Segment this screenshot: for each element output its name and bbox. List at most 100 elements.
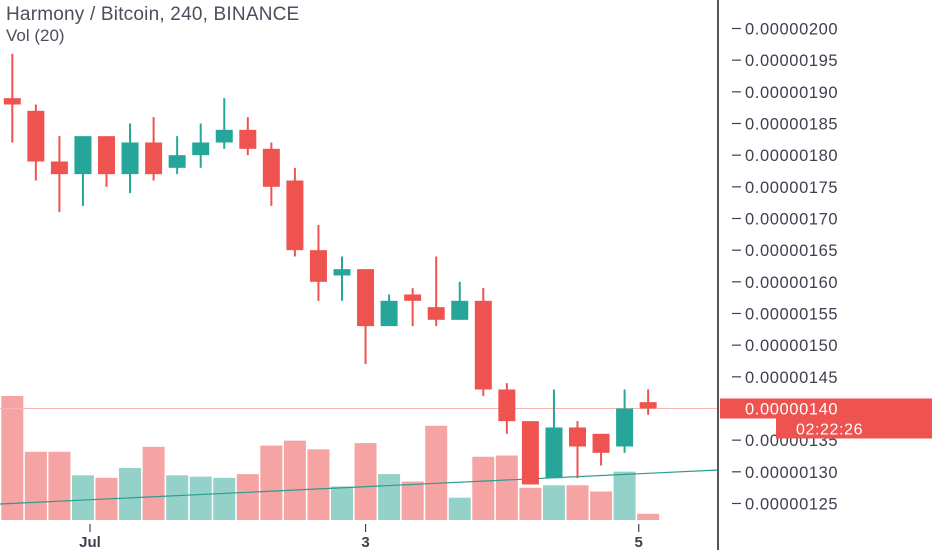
candle xyxy=(498,383,516,434)
candle-body-down xyxy=(3,98,21,105)
candle xyxy=(357,269,375,365)
volume-bar xyxy=(637,513,660,520)
volume-ma-line xyxy=(0,469,719,505)
candle xyxy=(168,136,186,175)
candle-body-down xyxy=(474,300,492,390)
candle xyxy=(569,421,586,479)
candle xyxy=(521,421,539,485)
candle xyxy=(616,389,634,453)
candle xyxy=(309,224,327,301)
candle-body-down xyxy=(239,129,257,149)
candle xyxy=(474,288,492,396)
candle-body-up xyxy=(74,136,92,175)
candle-body-up xyxy=(380,300,398,327)
last-price-label: 0.00000140 xyxy=(745,400,838,418)
volume-bar xyxy=(283,440,306,520)
candle-body-down xyxy=(50,161,68,175)
countdown-badge xyxy=(776,418,932,439)
candle xyxy=(451,281,469,320)
time-tick-label: Jul xyxy=(79,534,101,550)
candle-body-down xyxy=(569,427,586,447)
candle-body-down xyxy=(404,294,422,301)
candle xyxy=(145,117,163,181)
volume-bar xyxy=(260,445,283,520)
price-tick-label: 0.00000155 xyxy=(745,305,838,323)
candle xyxy=(27,104,45,181)
volume-bar xyxy=(119,467,142,520)
candle-body-down xyxy=(309,250,327,282)
volume-bar xyxy=(236,474,259,520)
candle-body-up xyxy=(215,129,233,143)
candle xyxy=(380,294,398,327)
price-tick-label: 0.00000150 xyxy=(745,337,838,355)
candle-body-down xyxy=(427,307,445,320)
price-tick-label: 0.00000125 xyxy=(745,495,838,513)
price-tick-label: 0.00000145 xyxy=(745,369,838,387)
candle xyxy=(404,288,422,327)
price-tick-label: 0.00000195 xyxy=(745,52,838,70)
candles xyxy=(3,53,657,485)
volume-bars xyxy=(1,396,660,520)
candle xyxy=(192,123,210,168)
price-tick-label: 0.00000180 xyxy=(745,147,838,165)
candle xyxy=(121,123,139,194)
volume-bar xyxy=(566,485,589,520)
candle-body-up xyxy=(121,142,139,175)
volume-bar xyxy=(519,487,542,520)
price-tick-label: 0.00000200 xyxy=(745,21,838,39)
candle xyxy=(639,389,657,415)
candle xyxy=(239,117,257,156)
price-tick-label: 0.00000175 xyxy=(745,179,838,197)
candle xyxy=(74,136,92,206)
countdown-label: 02:22:26 xyxy=(796,421,863,438)
price-tick-label: 0.00000190 xyxy=(745,84,838,102)
volume-ma-line-path xyxy=(0,469,719,505)
candle xyxy=(262,142,280,206)
volume-bar xyxy=(448,497,471,520)
candle-body-down xyxy=(262,148,280,187)
candle-body-up xyxy=(451,300,469,320)
candle xyxy=(3,53,21,143)
price-tick-label: 0.00000160 xyxy=(745,274,838,292)
candle xyxy=(286,167,304,257)
volume-bar xyxy=(331,486,353,520)
volume-bar xyxy=(590,491,613,520)
candle-body-down xyxy=(639,402,657,409)
candle-body-down xyxy=(98,136,115,175)
volume-bar xyxy=(213,477,236,520)
candle-body-down xyxy=(357,269,375,327)
volume-bar xyxy=(48,451,71,520)
volume-bar xyxy=(142,446,165,520)
volume-bar xyxy=(542,485,565,520)
candle xyxy=(545,389,563,479)
price-axis[interactable]: 0.000001250.000001300.000001350.00000140… xyxy=(717,0,932,550)
volume-bar xyxy=(378,474,401,520)
volume-bar xyxy=(425,425,448,520)
volume-bar xyxy=(24,451,47,520)
candle xyxy=(98,136,115,187)
candle-body-up xyxy=(545,427,563,479)
candle-body-down xyxy=(498,389,516,422)
candle-body-down xyxy=(145,142,163,175)
candle-body-down xyxy=(592,433,610,453)
volume-bar xyxy=(166,475,189,520)
candle xyxy=(333,256,351,301)
candle xyxy=(427,256,445,327)
candle-body-down xyxy=(286,180,304,251)
candle-body-up xyxy=(333,269,351,276)
candle-body-up xyxy=(168,155,186,168)
volume-bar xyxy=(495,455,518,520)
time-tick-label: 3 xyxy=(361,534,369,550)
candle xyxy=(592,433,610,466)
last-price-badge xyxy=(720,398,932,419)
price-tick-label: 0.00000170 xyxy=(745,210,838,228)
volume-bar xyxy=(354,443,377,520)
candle-body-down xyxy=(27,110,45,162)
time-tick-label: 5 xyxy=(635,534,643,550)
price-tick-label: 0.00000185 xyxy=(745,115,838,133)
x-axis[interactable]: Jul 3 5 xyxy=(79,524,643,550)
price-tick-label: 0.00000165 xyxy=(745,242,838,260)
volume-bar xyxy=(71,475,94,520)
